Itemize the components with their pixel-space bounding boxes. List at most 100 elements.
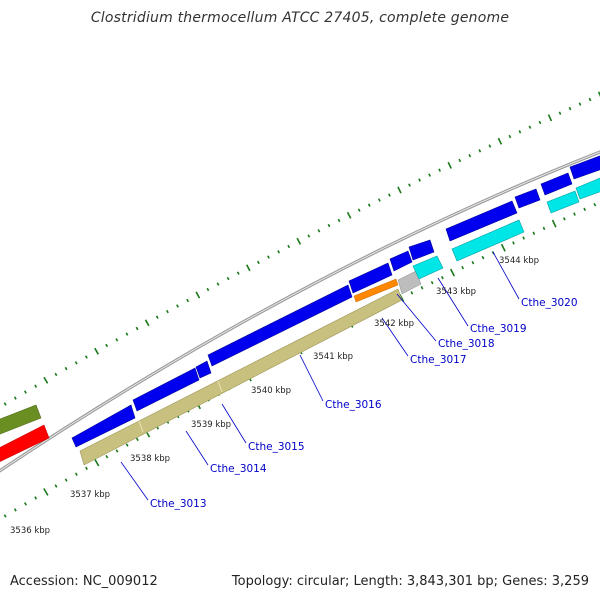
tick-mark bbox=[488, 144, 492, 148]
tick-mark bbox=[267, 255, 270, 259]
label-connectors bbox=[120, 251, 520, 501]
tick-mark bbox=[13, 396, 17, 400]
tick-mark bbox=[327, 223, 331, 228]
cds-arrow[interactable] bbox=[412, 255, 444, 280]
tick-mark bbox=[74, 361, 78, 365]
tick-mark bbox=[277, 250, 281, 254]
ruler-tick-label: 3536 kbp bbox=[10, 526, 50, 536]
cds-arrow[interactable] bbox=[514, 188, 541, 209]
tick-mark bbox=[54, 372, 58, 377]
ruler-tick-label: 3539 kbp bbox=[191, 420, 231, 430]
genome-backbone-inner bbox=[0, 151, 600, 472]
red-feature-block[interactable] bbox=[0, 424, 50, 464]
accession-text: Accession: NC_009012 bbox=[10, 574, 158, 589]
tick-mark bbox=[346, 211, 352, 219]
gene-label-cthe-3017[interactable]: Cthe_3017 bbox=[410, 354, 467, 366]
tick-mark bbox=[471, 260, 475, 265]
tick-mark bbox=[518, 130, 522, 134]
gene-label-cthe-3016[interactable]: Cthe_3016 bbox=[325, 399, 382, 411]
tick-mark bbox=[408, 183, 411, 187]
tick-mark bbox=[597, 91, 600, 97]
gene-label-cthe-3014[interactable]: Cthe_3014 bbox=[210, 463, 267, 475]
cds-arrow[interactable] bbox=[546, 190, 580, 214]
ruler-labels: 3536 kbp 3537 kbp 3538 kbp 3539 kbp 3540… bbox=[10, 256, 539, 536]
tick-mark bbox=[64, 478, 68, 482]
cds-arrow[interactable] bbox=[575, 176, 600, 200]
tick-mark bbox=[54, 484, 58, 488]
cds-arrow[interactable] bbox=[348, 262, 393, 294]
ruler-tick-label: 3543 kbp bbox=[436, 287, 476, 297]
tick-mark bbox=[440, 275, 444, 280]
tick-mark bbox=[195, 291, 201, 299]
tick-mark bbox=[115, 449, 119, 453]
tick-mark bbox=[94, 458, 100, 467]
cds-arrow[interactable] bbox=[207, 284, 353, 367]
tick-mark bbox=[558, 111, 562, 115]
cds-arrow[interactable] bbox=[540, 172, 573, 196]
tick-mark bbox=[155, 315, 159, 319]
cds-arrow[interactable] bbox=[389, 250, 413, 272]
gene-label-cthe-3015[interactable]: Cthe_3015 bbox=[248, 441, 305, 453]
tick-mark bbox=[317, 229, 321, 233]
gene-label-cthe-3013[interactable]: Cthe_3013 bbox=[150, 498, 207, 510]
tick-mark bbox=[186, 298, 190, 303]
outer-tick-track bbox=[3, 91, 600, 406]
cds-arrow[interactable] bbox=[445, 200, 518, 242]
tick-mark bbox=[245, 264, 251, 272]
orange-feature[interactable] bbox=[353, 278, 399, 303]
ruler-tick-label: 3537 kbp bbox=[70, 490, 110, 500]
gene-label-cthe-3019[interactable]: Cthe_3019 bbox=[470, 323, 527, 335]
tick-mark bbox=[125, 332, 129, 336]
tick-mark bbox=[377, 198, 381, 202]
cds-arrow[interactable] bbox=[569, 154, 600, 180]
tick-mark bbox=[578, 102, 582, 106]
tick-mark bbox=[125, 443, 129, 447]
tick-mark bbox=[573, 212, 576, 216]
tick-mark bbox=[449, 268, 456, 277]
tick-mark bbox=[438, 168, 442, 172]
tick-mark bbox=[3, 402, 7, 406]
tick-mark bbox=[3, 514, 7, 518]
tick-mark bbox=[583, 207, 587, 212]
tick-mark bbox=[84, 355, 88, 359]
tick-mark bbox=[532, 231, 536, 235]
grey-feature[interactable] bbox=[397, 270, 422, 295]
tick-mark bbox=[528, 125, 532, 129]
tick-mark bbox=[206, 287, 210, 292]
reverse-cds-track bbox=[412, 176, 600, 280]
ruler-tick-label: 3538 kbp bbox=[130, 454, 170, 464]
gene-label-cthe-3018[interactable]: Cthe_3018 bbox=[438, 338, 495, 350]
cds-arrow[interactable] bbox=[451, 219, 525, 262]
tick-mark bbox=[500, 243, 506, 252]
tick-mark bbox=[337, 218, 341, 223]
tick-mark bbox=[481, 255, 485, 260]
tick-mark bbox=[43, 488, 49, 496]
tick-mark bbox=[115, 338, 119, 342]
tick-mark bbox=[593, 202, 597, 207]
tick-mark bbox=[85, 466, 88, 470]
tick-mark bbox=[430, 281, 434, 285]
tick-mark bbox=[74, 472, 78, 476]
tick-mark bbox=[135, 437, 139, 442]
tick-mark bbox=[562, 217, 566, 221]
cds-arrow[interactable] bbox=[132, 367, 200, 412]
tick-mark bbox=[512, 241, 515, 245]
tick-mark bbox=[428, 173, 432, 177]
ruler-tick-label: 3544 kbp bbox=[499, 256, 539, 266]
tick-mark bbox=[357, 208, 361, 212]
cds-arrow[interactable] bbox=[195, 360, 212, 379]
cds-arrow[interactable] bbox=[408, 239, 435, 261]
tick-mark bbox=[135, 326, 139, 331]
cds-arrow[interactable] bbox=[71, 404, 136, 448]
tick-mark bbox=[478, 149, 482, 153]
tick-mark bbox=[547, 114, 553, 122]
green-feature-block[interactable] bbox=[0, 404, 42, 436]
tick-mark bbox=[410, 291, 414, 295]
tick-mark bbox=[105, 455, 109, 459]
olive-feature-band[interactable] bbox=[79, 288, 403, 466]
gene-label-cthe-3020[interactable]: Cthe_3020 bbox=[521, 297, 578, 309]
tick-mark bbox=[24, 502, 27, 506]
tick-mark bbox=[226, 276, 230, 281]
ruler-tick-track bbox=[3, 202, 597, 518]
